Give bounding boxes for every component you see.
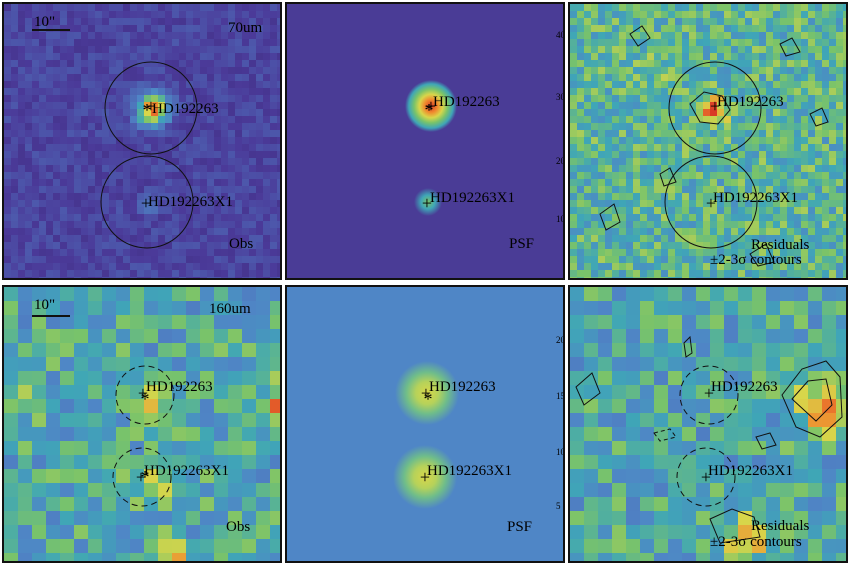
residual-map-160um: + + HD192263 HD192263X1 Residuals ±2-3σ … [570, 287, 846, 561]
panel-70um-obs: * + + HD192263 HD192263X1 10" 70um Obs [2, 2, 282, 280]
tick-label: 10 [556, 447, 565, 457]
contours-label: ±2-3σ contours [710, 252, 802, 268]
contours-label: ±2-3σ contours [710, 534, 802, 550]
cross-marker: + [421, 383, 431, 403]
panel-160um-obs: * + * + HD192263 HD192263X1 10" 160um Ob… [2, 285, 282, 563]
residual-contours [599, 25, 829, 267]
psf-source-a [395, 361, 459, 425]
obs-map-70um: * + + HD192263 HD192263X1 10" 70um Obs [4, 4, 280, 278]
y-axis-ticks: 5 10 15 20 [556, 335, 565, 511]
aperture-circle-b [100, 155, 194, 249]
aperture-circle-a [679, 365, 739, 425]
tick-label: 20 [556, 156, 565, 166]
cross-marker: + [141, 193, 151, 213]
source-label-b: HD192263X1 [427, 463, 512, 479]
source-label-a: HD192263 [717, 94, 784, 110]
aperture-circle-a [104, 61, 198, 155]
cross-marker: + [426, 96, 436, 116]
star-marker: * [425, 100, 434, 120]
source-label-b: HD192263X1 [430, 190, 515, 206]
source-label-a: HD192263 [146, 379, 213, 395]
source-label-a: HD192263 [152, 101, 219, 117]
panel-70um-psf: * + + HD192263 HD192263X1 PSF 10 20 30 4… [285, 2, 565, 280]
aperture-circle-b [664, 155, 758, 249]
residual-contours [575, 335, 843, 544]
panel-type-label: Obs [229, 236, 253, 252]
aperture-circle-b [676, 447, 736, 507]
aperture-circle-a [668, 61, 762, 155]
obs-map-160um: * + * + HD192263 HD192263X1 10" 160um Ob… [4, 287, 280, 561]
cross-marker: + [136, 467, 146, 487]
star-marker: * [143, 100, 152, 120]
tick-label: 20 [556, 335, 565, 345]
panel-160um-psf: * + + HD192263 HD192263X1 PSF 5 10 15 20 [285, 285, 565, 563]
residuals-label: Residuals [751, 237, 809, 253]
tick-label: 15 [556, 391, 565, 401]
scale-bar-label: 10" [34, 297, 55, 313]
source-label-b: HD192263X1 [713, 190, 798, 206]
panel-type-label: PSF [509, 236, 534, 252]
source-label-a: HD192263 [433, 94, 500, 110]
panel-70um-residuals: + + HD192263 HD192263X1 Residuals ±2-3σ … [568, 2, 848, 280]
band-label: 160um [209, 301, 251, 317]
cross-marker: + [422, 193, 432, 213]
source-label-b: HD192263X1 [144, 463, 229, 479]
residuals-label: Residuals [751, 518, 809, 534]
cross-marker: + [420, 467, 430, 487]
source-label-a: HD192263 [711, 379, 778, 395]
psf-source-b [393, 445, 457, 509]
cross-marker: + [701, 467, 711, 487]
tick-label: 40 [556, 30, 565, 40]
band-label: 70um [228, 20, 263, 36]
psf-source-a [405, 80, 457, 132]
tick-label: 30 [556, 92, 565, 102]
residual-map-70um: + + HD192263 HD192263X1 Residuals ±2-3σ … [570, 4, 846, 278]
cross-marker: + [138, 383, 148, 403]
tick-label: 5 [556, 501, 561, 511]
cross-marker: + [706, 193, 716, 213]
cross-marker: + [146, 96, 156, 116]
scale-bar-label: 10" [34, 14, 55, 30]
star-marker: * [141, 467, 150, 487]
star-marker: * [141, 389, 150, 409]
source-label-a: HD192263 [429, 379, 496, 395]
panel-type-label: Obs [226, 519, 250, 535]
tick-label: 10 [556, 214, 565, 224]
cross-marker: + [710, 96, 720, 116]
panel-160um-residuals: + + HD192263 HD192263X1 Residuals ±2-3σ … [568, 285, 848, 563]
star-marker: * [424, 389, 433, 409]
aperture-circle-b [112, 447, 172, 507]
source-label-b: HD192263X1 [148, 194, 233, 210]
psf-map-160um: * + + HD192263 HD192263X1 PSF 5 10 15 20 [287, 287, 565, 561]
source-label-b: HD192263X1 [708, 463, 793, 479]
psf-map-70um: * + + HD192263 HD192263X1 PSF 10 20 30 4… [287, 4, 565, 278]
cross-marker: + [704, 383, 714, 403]
y-axis-ticks: 10 20 30 40 [556, 30, 565, 224]
aperture-circle-a [115, 365, 175, 425]
psf-source-b [414, 188, 442, 216]
panel-type-label: PSF [507, 519, 532, 535]
